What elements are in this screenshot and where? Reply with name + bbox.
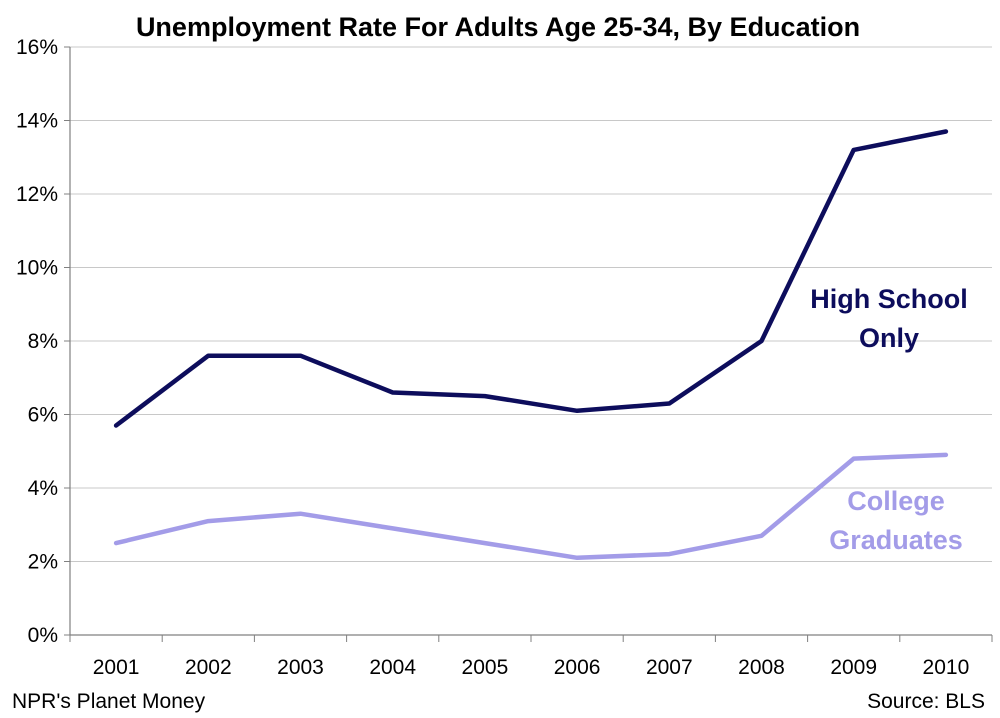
- y-tick-label: 16%: [16, 36, 58, 59]
- y-tick-label: 12%: [16, 183, 58, 206]
- y-tick-label: 10%: [16, 257, 58, 280]
- y-tick-label: 4%: [28, 477, 58, 500]
- y-tick-label: 14%: [16, 110, 58, 133]
- axes: 0% 2% 4% 6% 8% 10% 12% 14% 16% 2001 2002 2003 2004 20…: [16, 36, 993, 679]
- x-tick-label: 2008: [738, 656, 785, 679]
- footer-credit: NPR's Planet Money: [12, 690, 206, 713]
- series-lines: [113, 129, 949, 561]
- footer-source: Source: BLS: [867, 690, 985, 713]
- y-tick-label: 8%: [28, 330, 58, 353]
- x-tick-label: 2010: [923, 656, 970, 679]
- series-label-line: College: [847, 486, 945, 516]
- x-tick-label: 2006: [554, 656, 601, 679]
- x-tick-label: 2001: [93, 656, 140, 679]
- y-tick-label: 6%: [28, 404, 58, 427]
- series-label-line: High School: [810, 284, 968, 314]
- x-tick-label: 2009: [830, 656, 877, 679]
- y-tick-label: 0%: [28, 624, 58, 647]
- x-tick-label: 2007: [646, 656, 693, 679]
- series-labels: High School Only College Graduates: [810, 284, 968, 555]
- series-label-line: Graduates: [829, 525, 963, 555]
- x-tick-label: 2004: [369, 656, 416, 679]
- x-tick-label: 2005: [462, 656, 509, 679]
- x-tick-label: 2003: [277, 656, 324, 679]
- y-tick-label: 2%: [28, 551, 58, 574]
- gridlines: [70, 46, 992, 562]
- series-line-high-school-only: [113, 129, 949, 428]
- x-tick-label: 2002: [185, 656, 232, 679]
- series-label-line: Only: [859, 323, 919, 353]
- series-line-college-graduates: [113, 452, 949, 561]
- chart-title: Unemployment Rate For Adults Age 25-34, …: [136, 12, 860, 42]
